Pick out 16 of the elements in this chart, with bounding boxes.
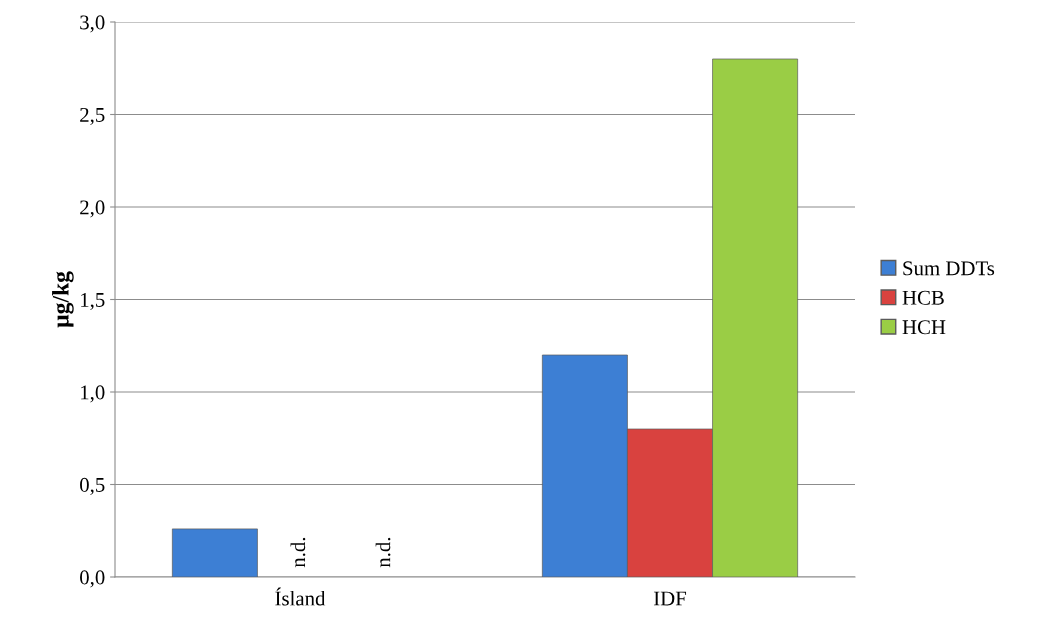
y-tick-label: 2,5 xyxy=(80,107,105,125)
legend-label: Sum DDTs xyxy=(903,261,995,276)
x-tick-label: Ísland xyxy=(275,587,326,606)
y-tick-label: 1,0 xyxy=(81,385,105,403)
y-tick-label: 1,5 xyxy=(81,292,105,310)
y-tick-label: 0,5 xyxy=(80,477,105,495)
x-tick-label: IDF xyxy=(653,591,687,606)
legend-label: HCB xyxy=(902,290,944,305)
y-tick-label: 0,0 xyxy=(80,570,105,588)
y-tick-label: 2,0 xyxy=(80,200,105,218)
y-axis-title: µg/kg xyxy=(52,271,74,328)
text: n.d. xyxy=(375,537,391,568)
bar xyxy=(172,528,258,577)
y-tick-label: 3,0 xyxy=(80,15,105,33)
text: n.d. xyxy=(290,537,306,568)
legend-label: HCH xyxy=(902,320,946,335)
